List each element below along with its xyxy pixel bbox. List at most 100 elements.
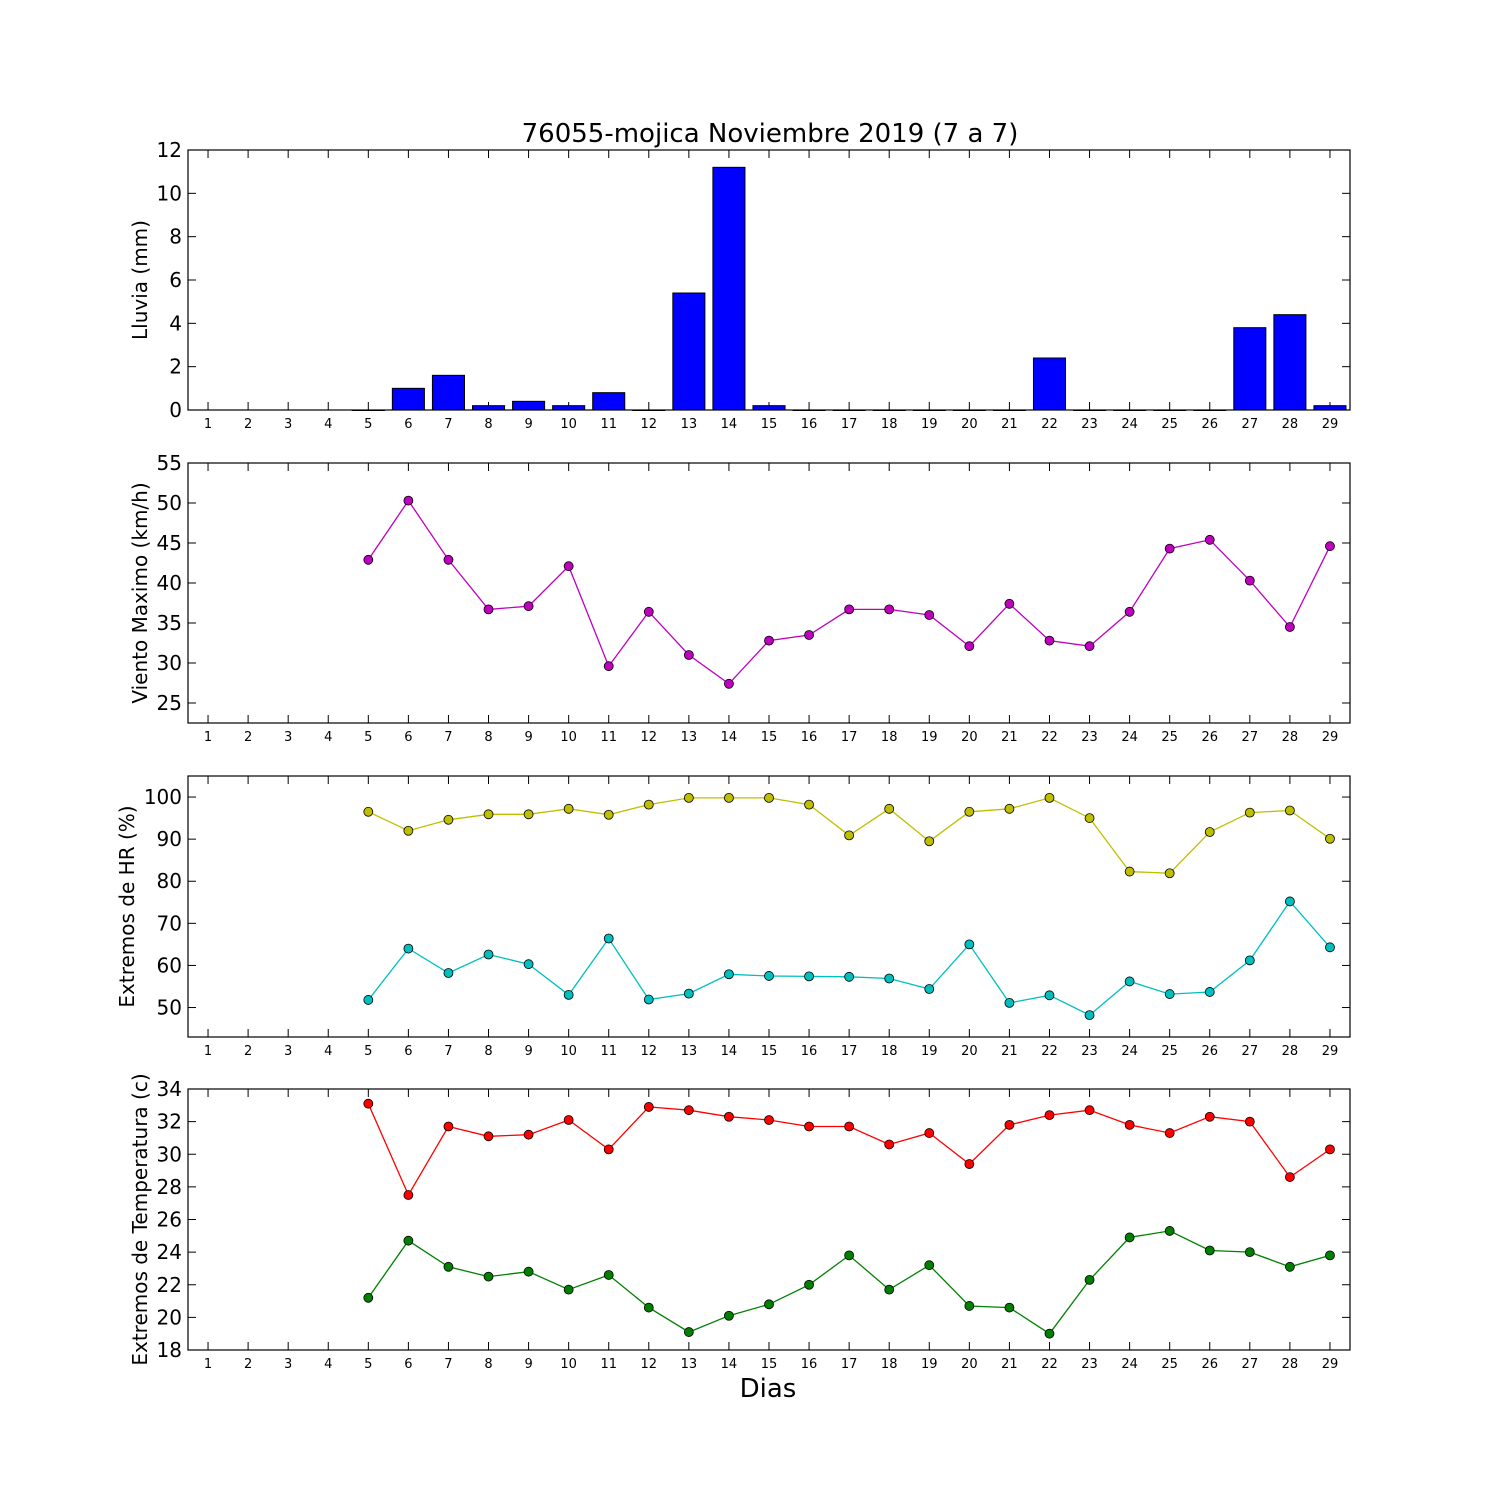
x-tick-label: 8 xyxy=(484,1357,492,1372)
x-tick-label: 18 xyxy=(881,1044,898,1059)
data-point xyxy=(1204,827,1215,837)
x-tick-label: 24 xyxy=(1121,1044,1138,1059)
x-axis-label: Dias xyxy=(740,1374,797,1404)
y-tick-label: 30 xyxy=(157,651,182,675)
data-point xyxy=(1164,543,1175,554)
x-tick-label: 6 xyxy=(404,730,412,745)
rain-bar xyxy=(1032,357,1067,411)
rain-bar xyxy=(672,292,706,411)
x-tick-label: 11 xyxy=(600,1357,617,1372)
x-tick-label: 13 xyxy=(681,730,698,745)
x-tick-label: 28 xyxy=(1282,417,1299,432)
data-point xyxy=(363,554,374,565)
y-tick-label: 80 xyxy=(157,869,182,893)
data-point xyxy=(523,809,534,820)
x-tick-label: 18 xyxy=(881,417,898,432)
data-point xyxy=(563,1284,574,1295)
data-point xyxy=(683,650,694,660)
x-tick-label: 3 xyxy=(284,1357,292,1372)
y-tick-label: 25 xyxy=(157,691,182,715)
y-tick-label: 4 xyxy=(169,311,182,335)
x-tick-label: 6 xyxy=(404,1357,412,1372)
data-point xyxy=(764,971,774,981)
data-point xyxy=(1164,1226,1175,1236)
rain-bar xyxy=(872,409,906,411)
x-tick-label: 16 xyxy=(801,417,818,432)
rain-bar xyxy=(1113,409,1147,411)
data-point xyxy=(964,939,975,950)
x-tick-label: 9 xyxy=(524,1044,532,1059)
data-point xyxy=(804,1121,814,1132)
data-point xyxy=(804,799,814,810)
x-tick-label: 28 xyxy=(1282,1357,1299,1372)
data-point xyxy=(1004,803,1015,814)
x-tick-label: 7 xyxy=(444,1357,452,1372)
data-point xyxy=(563,561,574,572)
data-point xyxy=(924,984,935,994)
x-tick-label: 29 xyxy=(1322,730,1339,745)
data-point xyxy=(1325,833,1335,844)
rain-bar xyxy=(912,409,946,411)
x-tick-label: 5 xyxy=(364,1357,372,1372)
data-point xyxy=(683,792,694,803)
x-tick-label: 27 xyxy=(1242,417,1259,432)
x-tick-label: 22 xyxy=(1041,730,1058,745)
data-point xyxy=(563,1115,574,1125)
x-tick-label: 15 xyxy=(761,1357,778,1372)
x-tick-label: 9 xyxy=(524,730,532,745)
x-tick-label: 1 xyxy=(204,1357,212,1372)
x-tick-label: 8 xyxy=(484,1044,492,1059)
x-tick-label: 29 xyxy=(1322,1044,1339,1059)
rain-bar xyxy=(512,400,546,411)
rain-bar xyxy=(712,166,746,411)
data-point xyxy=(643,1302,654,1313)
plot-frame xyxy=(187,149,1351,411)
data-point xyxy=(1284,805,1295,816)
data-point xyxy=(563,990,574,1000)
y-tick-label: 18 xyxy=(157,1338,182,1362)
x-tick-label: 25 xyxy=(1161,730,1178,745)
data-point xyxy=(1204,534,1215,545)
data-point xyxy=(443,814,454,825)
y-tick-label: 100 xyxy=(144,785,182,809)
x-tick-label: 7 xyxy=(444,730,452,745)
data-point xyxy=(804,971,814,982)
x-tick-label: 23 xyxy=(1081,1357,1098,1372)
data-point xyxy=(724,678,734,689)
data-point xyxy=(1084,1274,1095,1285)
data-point xyxy=(1325,942,1335,953)
data-point xyxy=(1084,1010,1095,1021)
data-point xyxy=(1325,541,1335,552)
x-tick-label: 2 xyxy=(244,730,252,745)
x-tick-label: 3 xyxy=(284,417,292,432)
y-tick-label: 22 xyxy=(157,1273,182,1297)
data-point xyxy=(924,610,935,620)
data-point xyxy=(1244,1247,1255,1258)
y-tick-label: 2 xyxy=(169,355,182,379)
data-point xyxy=(1004,998,1015,1008)
y-tick-label: 0 xyxy=(169,398,182,422)
data-point xyxy=(363,1292,374,1303)
x-tick-label: 21 xyxy=(1001,1357,1018,1372)
data-point xyxy=(643,1102,654,1112)
x-tick-label: 17 xyxy=(841,1357,858,1372)
data-point xyxy=(1004,1119,1015,1130)
data-point xyxy=(1244,807,1255,818)
x-tick-label: 26 xyxy=(1201,417,1218,432)
rain-bar xyxy=(1313,405,1347,411)
y-tick-label: 55 xyxy=(157,451,182,475)
y-tick-label: 32 xyxy=(157,1110,182,1134)
x-tick-label: 26 xyxy=(1201,730,1218,745)
data-point xyxy=(724,1111,734,1122)
data-point xyxy=(1004,1302,1015,1313)
rain-bar xyxy=(632,409,666,411)
x-tick-label: 15 xyxy=(761,417,778,432)
data-point xyxy=(1164,1128,1175,1138)
x-tick-label: 24 xyxy=(1121,730,1138,745)
x-tick-label: 22 xyxy=(1041,1357,1058,1372)
rain-bar xyxy=(1233,327,1267,411)
data-point xyxy=(483,604,494,615)
